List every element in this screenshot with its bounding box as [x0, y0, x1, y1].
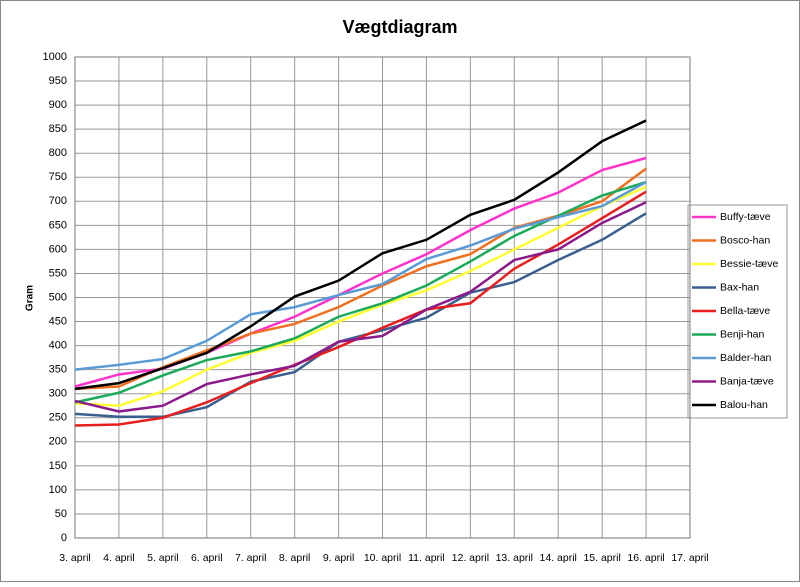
y-tick-label: 200 [49, 436, 67, 448]
chart-title: Vægtdiagram [342, 17, 457, 37]
y-tick-label: 900 [49, 99, 67, 111]
x-tick-label: 15. april [583, 552, 620, 564]
y-tick-label: 750 [49, 171, 67, 183]
line-series [74, 119, 647, 391]
y-tick-label: 50 [55, 508, 67, 520]
y-tick-label: 400 [49, 340, 67, 352]
x-tick-label: 17. april [671, 552, 708, 564]
x-tick-label: 4. april [103, 552, 135, 564]
y-tick-label: 250 [49, 412, 67, 424]
x-tick-label: 7. april [235, 552, 267, 564]
legend-label: Bessie-tæve [720, 258, 779, 270]
legend-label: Buffy-tæve [720, 211, 771, 223]
line-series [74, 185, 647, 407]
y-tick-label: 500 [49, 291, 67, 303]
y-tick-label: 950 [49, 75, 67, 87]
x-tick-label: 3. april [59, 552, 91, 564]
x-tick-label: 11. april [408, 552, 445, 564]
x-tick-label: 12. april [452, 552, 489, 564]
line-series [74, 201, 647, 413]
legend-label: Benji-han [720, 328, 765, 340]
y-tick-label: 700 [49, 195, 67, 207]
y-tick-label: 100 [49, 484, 67, 496]
x-tick-label: 6. april [191, 552, 223, 564]
plot-frame [74, 56, 691, 539]
x-tick-label: 10. april [364, 552, 401, 564]
legend-label: Balou-han [720, 399, 768, 411]
x-tick-label: 13. april [496, 552, 533, 564]
y-tick-label: 550 [49, 267, 67, 279]
legend-label: Banja-tæve [720, 375, 774, 387]
y-tick-label: 150 [49, 460, 67, 472]
y-tick-label: 1000 [43, 51, 67, 63]
line-series [74, 180, 647, 371]
y-tick-label: 800 [49, 147, 67, 159]
legend-label: Balder-han [720, 352, 772, 364]
x-tick-label: 9. april [323, 552, 355, 564]
y-tick-label: 0 [61, 532, 67, 544]
y-tick-label: 600 [49, 243, 67, 255]
x-tick-label: 16. april [627, 552, 664, 564]
legend-label: Bella-tæve [720, 305, 770, 317]
line-series [74, 190, 647, 427]
x-tick-label: 5. april [147, 552, 179, 564]
y-tick-label: 650 [49, 219, 67, 231]
y-tick-label: 300 [49, 388, 67, 400]
y-tick-label: 850 [49, 123, 67, 135]
y-tick-label: 350 [49, 364, 67, 376]
x-tick-label: 8. april [279, 552, 311, 564]
legend-label: Bax-han [720, 281, 759, 293]
y-axis-label: Gram [25, 285, 36, 311]
x-tick-label: 14. april [540, 552, 577, 564]
y-tick-label: 450 [49, 315, 67, 327]
legend-label: Bosco-han [720, 234, 770, 246]
